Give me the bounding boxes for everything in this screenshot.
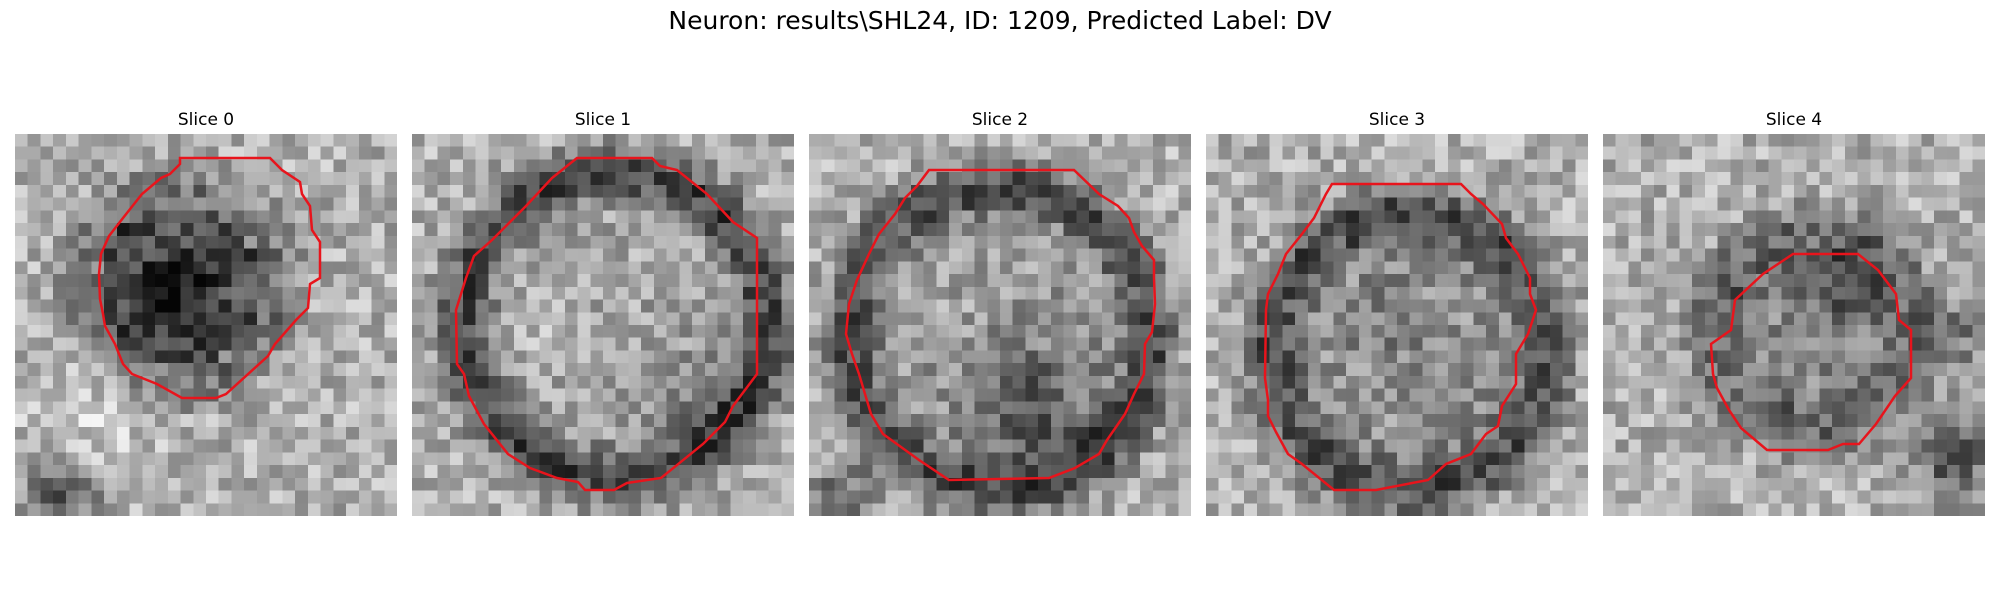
figure-title: Neuron: results\SHL24, ID: 1209, Predict…	[668, 6, 1332, 35]
slice-panel-4: Slice 4	[1603, 108, 1985, 516]
slice-image-2	[809, 134, 1191, 516]
slice-title: Slice 3	[1368, 110, 1426, 130]
slice-title: Slice 0	[177, 110, 235, 130]
slice-panel-1: Slice 1	[412, 108, 794, 516]
slice-panel-2: Slice 2	[809, 108, 1191, 516]
slice-title: Slice 4	[1765, 110, 1823, 130]
slice-title: Slice 1	[574, 110, 632, 130]
slice-image-0	[15, 134, 397, 516]
slice-image-3	[1206, 134, 1588, 516]
slice-panel-0: Slice 0	[15, 108, 397, 516]
slice-image-4	[1603, 134, 1985, 516]
slice-title: Slice 2	[971, 110, 1029, 130]
slice-panel-3: Slice 3	[1206, 108, 1588, 516]
slice-image-1	[412, 134, 794, 516]
